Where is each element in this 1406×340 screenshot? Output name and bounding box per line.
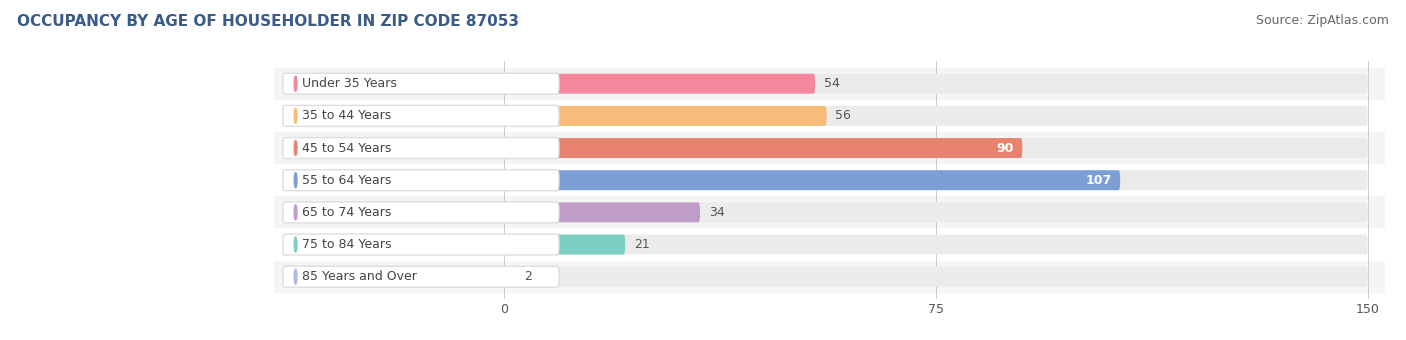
FancyBboxPatch shape bbox=[505, 74, 1368, 94]
Text: 2: 2 bbox=[524, 270, 533, 283]
FancyBboxPatch shape bbox=[283, 73, 560, 94]
FancyBboxPatch shape bbox=[283, 105, 560, 126]
Circle shape bbox=[294, 237, 297, 252]
FancyBboxPatch shape bbox=[274, 196, 1385, 228]
Text: 34: 34 bbox=[709, 206, 724, 219]
FancyBboxPatch shape bbox=[505, 202, 700, 222]
Text: 54: 54 bbox=[824, 77, 839, 90]
FancyBboxPatch shape bbox=[274, 260, 1385, 293]
Circle shape bbox=[294, 108, 297, 123]
Text: Source: ZipAtlas.com: Source: ZipAtlas.com bbox=[1256, 14, 1389, 27]
FancyBboxPatch shape bbox=[274, 100, 1385, 132]
FancyBboxPatch shape bbox=[283, 202, 560, 223]
Text: 65 to 74 Years: 65 to 74 Years bbox=[301, 206, 391, 219]
FancyBboxPatch shape bbox=[505, 235, 1368, 255]
Circle shape bbox=[294, 140, 297, 156]
Circle shape bbox=[294, 205, 297, 220]
FancyBboxPatch shape bbox=[283, 138, 560, 158]
FancyBboxPatch shape bbox=[274, 228, 1385, 260]
Circle shape bbox=[294, 76, 297, 91]
FancyBboxPatch shape bbox=[505, 202, 1368, 222]
FancyBboxPatch shape bbox=[505, 74, 815, 94]
FancyBboxPatch shape bbox=[274, 68, 1385, 100]
Text: 90: 90 bbox=[997, 141, 1014, 155]
FancyBboxPatch shape bbox=[505, 106, 827, 126]
Text: 45 to 54 Years: 45 to 54 Years bbox=[301, 141, 391, 155]
FancyBboxPatch shape bbox=[283, 234, 560, 255]
FancyBboxPatch shape bbox=[505, 106, 1368, 126]
Text: 35 to 44 Years: 35 to 44 Years bbox=[301, 109, 391, 122]
FancyBboxPatch shape bbox=[283, 170, 560, 191]
Circle shape bbox=[294, 173, 297, 188]
Text: 85 Years and Over: 85 Years and Over bbox=[301, 270, 416, 283]
Text: 55 to 64 Years: 55 to 64 Years bbox=[301, 174, 391, 187]
Text: Under 35 Years: Under 35 Years bbox=[301, 77, 396, 90]
FancyBboxPatch shape bbox=[274, 164, 1385, 196]
Text: 75 to 84 Years: 75 to 84 Years bbox=[301, 238, 391, 251]
FancyBboxPatch shape bbox=[505, 235, 626, 255]
FancyBboxPatch shape bbox=[274, 132, 1385, 164]
FancyBboxPatch shape bbox=[505, 138, 1022, 158]
Text: 21: 21 bbox=[634, 238, 650, 251]
Text: 107: 107 bbox=[1085, 174, 1112, 187]
Text: 56: 56 bbox=[835, 109, 851, 122]
FancyBboxPatch shape bbox=[283, 266, 560, 287]
Circle shape bbox=[294, 269, 297, 284]
FancyBboxPatch shape bbox=[505, 170, 1368, 190]
FancyBboxPatch shape bbox=[505, 267, 1368, 287]
FancyBboxPatch shape bbox=[505, 267, 516, 287]
FancyBboxPatch shape bbox=[505, 170, 1121, 190]
Text: OCCUPANCY BY AGE OF HOUSEHOLDER IN ZIP CODE 87053: OCCUPANCY BY AGE OF HOUSEHOLDER IN ZIP C… bbox=[17, 14, 519, 29]
FancyBboxPatch shape bbox=[505, 138, 1368, 158]
